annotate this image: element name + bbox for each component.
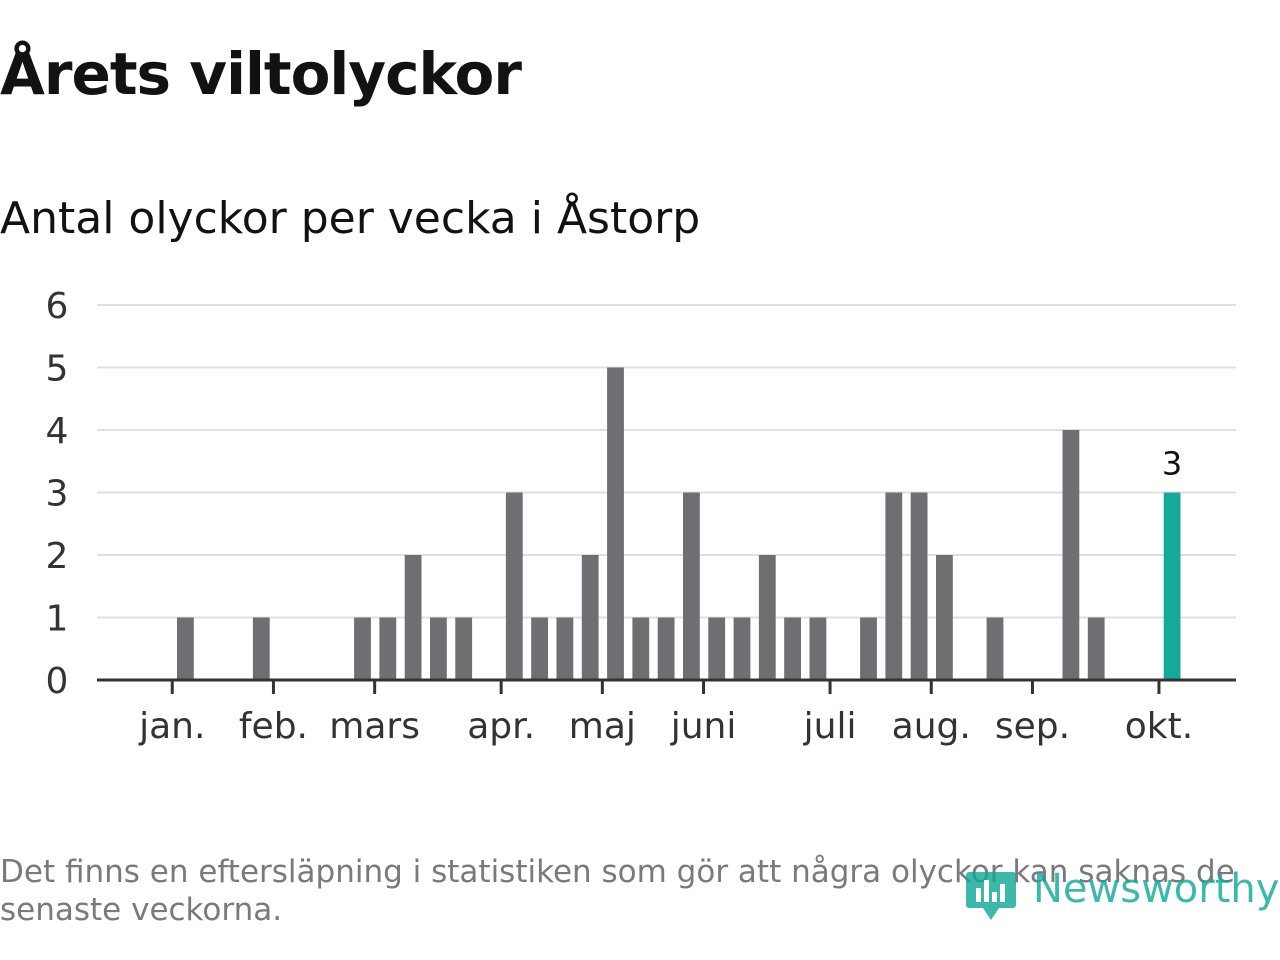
bar-week-15 (505, 492, 523, 680)
newsworthy-logo-icon (966, 872, 1016, 920)
bars (177, 367, 1181, 680)
bar-week-21 (657, 617, 675, 680)
x-tick-label-mars: mars (329, 706, 420, 747)
x-tick-label-aug: aug. (892, 706, 971, 747)
y-tick-label: 2 (46, 536, 69, 577)
bar-week-19 (607, 367, 624, 680)
bar-week-22 (683, 492, 700, 680)
grid-lines (97, 304, 1236, 619)
data-label-highlight: 3 (1162, 445, 1182, 483)
bar-week-17 (556, 617, 574, 680)
y-tick-label: 6 (46, 286, 69, 327)
bar-week-11 (404, 555, 422, 680)
x-tick-label-maj: maj (569, 706, 636, 747)
bar-week-29 (860, 617, 877, 680)
bar-week-12 (430, 617, 447, 680)
x-tick-label-juni: juni (670, 706, 737, 747)
bar-highlight-week-41 (1163, 492, 1181, 680)
bar-week-23 (708, 617, 726, 680)
x-tick-label-apr: apr. (467, 706, 535, 747)
x-tick-label-okt: okt. (1125, 706, 1193, 747)
y-tick-label: 0 (46, 661, 69, 702)
y-tick-label: 1 (46, 599, 69, 640)
y-tick-label: 4 (46, 411, 69, 452)
bar-week-32 (936, 555, 953, 680)
x-tick-label-feb: feb. (239, 706, 308, 747)
chart-subtitle: Antal olyckor per vecka i Åstorp (0, 193, 701, 244)
bar-week-13 (455, 617, 473, 680)
x-tick-label-sep: sep. (995, 706, 1070, 747)
bar-chart: 0 1 2 3 4 5 6 jan. feb. mars apr. maj juni juli aug. s… (46, 286, 1236, 747)
bar-week-9 (354, 617, 371, 680)
y-tick-label: 5 (46, 349, 69, 390)
bar-week-37 (1062, 430, 1080, 680)
bar-week-27 (809, 617, 827, 680)
newsworthy-wordmark: Newsworthy (1033, 866, 1280, 912)
bar-week-38 (1087, 617, 1105, 680)
footnote: Det finns en eftersläpning i statistiken… (0, 854, 1235, 928)
y-axis-ticks: 0 1 2 3 4 5 6 (46, 286, 69, 702)
bar-week-10 (379, 617, 397, 680)
bar-week-25 (758, 555, 776, 680)
chart-title: Årets viltolyckor (0, 40, 522, 108)
bar-week-24 (733, 617, 751, 680)
x-tick-label-jan: jan. (138, 706, 205, 747)
bar-week-18 (581, 555, 599, 680)
bar-week-2 (177, 617, 194, 680)
y-tick-label: 3 (46, 474, 69, 515)
bar-week-30 (885, 492, 903, 680)
bar-week-31 (910, 492, 928, 680)
x-axis-ticks: jan. feb. mars apr. maj juni juli aug. sep. okt. (138, 680, 1193, 747)
data-labels: 3 (1162, 445, 1182, 483)
bar-week-5 (252, 617, 270, 680)
x-tick-label-juli: juli (803, 706, 857, 747)
bar-week-20 (632, 617, 650, 680)
bar-week-26 (784, 617, 801, 680)
bar-week-34 (986, 617, 1004, 680)
newsworthy-brand[interactable]: Newsworthy (965, 858, 1280, 928)
bar-week-16 (531, 617, 548, 680)
